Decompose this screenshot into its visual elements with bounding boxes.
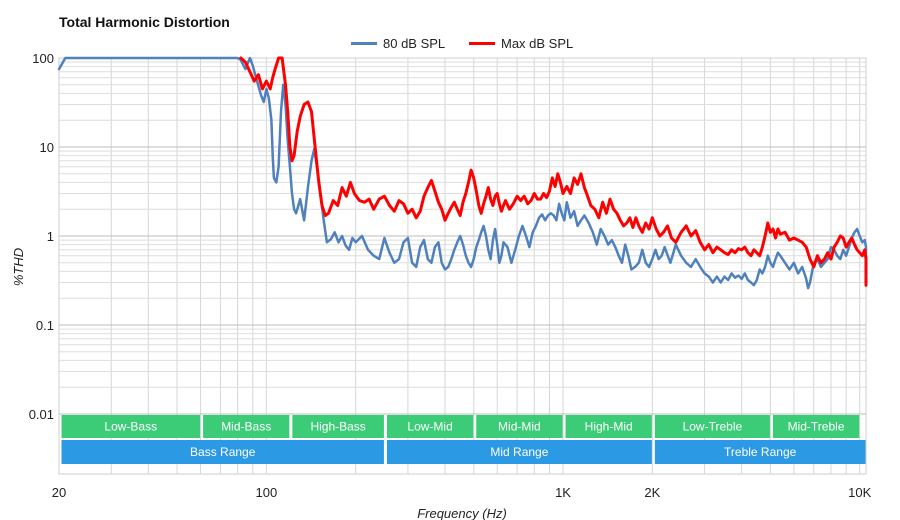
band-label: Low-Bass [104, 420, 157, 434]
band-mid-bass [203, 415, 290, 438]
x-tick-label: 20 [52, 485, 66, 500]
band-label: Treble Range [724, 445, 797, 459]
band-label: High-Bass [310, 420, 365, 434]
chart-title: Total Harmonic Distortion [59, 14, 230, 30]
band-label: Mid Range [490, 445, 548, 459]
range-bands: Low-Bass Mid-Bass High-Bass Low-Mid Mid-Mid H… [61, 415, 866, 464]
y-tick-label: 10 [40, 140, 54, 155]
band-bass-range [61, 440, 384, 464]
y-tick-label: 0.01 [29, 407, 54, 422]
y-tick-label: 1 [47, 229, 54, 244]
series-lines [57, 56, 868, 290]
band-high-mid [565, 415, 652, 438]
band-mid-mid [476, 415, 563, 438]
axes: 100 10 1 0.1 0.01 20 100 1K 2K 10K [29, 51, 872, 500]
x-tick-label: 1K [555, 485, 571, 500]
band-label: Low-Treble [683, 420, 743, 434]
band-low-bass [61, 415, 201, 438]
band-mid-range [386, 440, 652, 464]
band-label: Mid-Mid [498, 420, 541, 434]
band-mid-treble [772, 415, 860, 438]
y-tick-label: 0.1 [36, 318, 54, 333]
x-tick-label: 2K [644, 485, 660, 500]
band-treble-range [654, 440, 866, 464]
legend-label-max: Max dB SPL [501, 36, 573, 51]
band-label: High-Mid [585, 420, 633, 434]
band-label: Mid-Bass [221, 420, 271, 434]
y-axis-title: %THD [11, 248, 26, 286]
grid [58, 57, 867, 475]
band-label: Low-Mid [407, 420, 452, 434]
band-label: Bass Range [190, 445, 256, 459]
band-low-mid [386, 415, 474, 438]
x-tick-label: 100 [256, 485, 278, 500]
y-tick-label: 100 [32, 51, 54, 66]
x-tick-label: 10K [848, 485, 871, 500]
band-high-bass [292, 415, 384, 438]
legend-label-80db: 80 dB SPL [383, 36, 445, 51]
x-axis-title: Frequency (Hz) [417, 506, 507, 520]
band-label: Mid-Treble [788, 420, 845, 434]
band-low-treble [654, 415, 770, 438]
legend: 80 dB SPL Max dB SPL [351, 36, 573, 51]
series-line-max-spl [239, 56, 868, 287]
